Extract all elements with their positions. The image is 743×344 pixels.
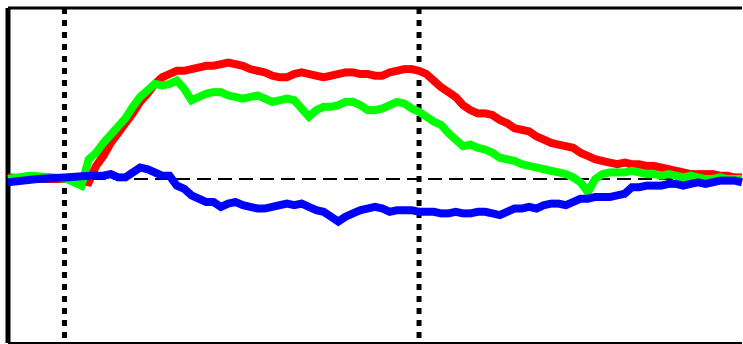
series-line-3 — [7, 163, 743, 227]
series-group — [7, 58, 743, 227]
series-line-2 — [7, 75, 742, 200]
series-line-1 — [7, 58, 742, 187]
vertical-markers — [62, 8, 422, 343]
